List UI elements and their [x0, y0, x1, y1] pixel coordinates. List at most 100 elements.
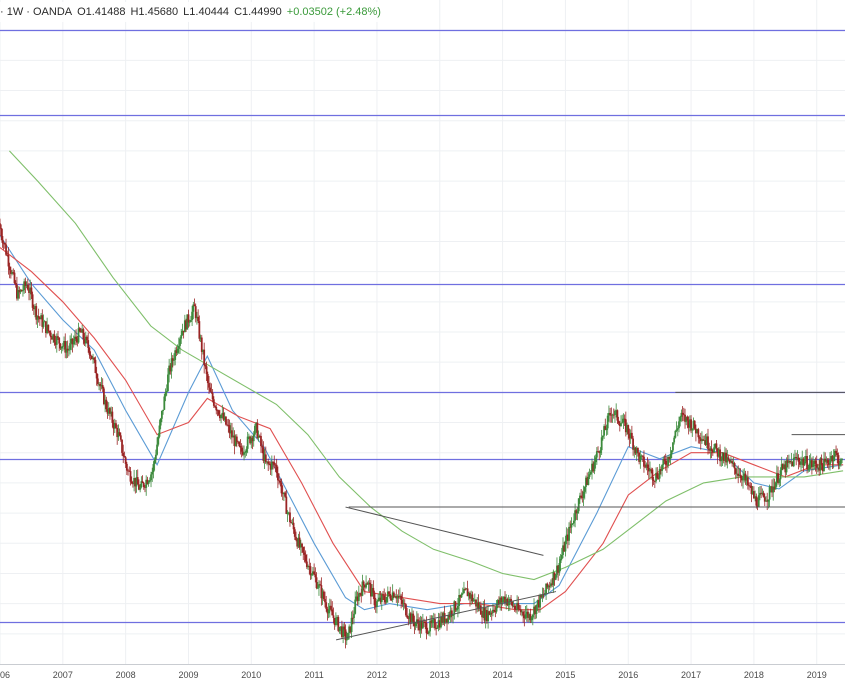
candle-body: [680, 412, 683, 417]
candle-body: [379, 597, 382, 603]
candle-body: [720, 459, 723, 462]
candle-body: [806, 456, 808, 470]
candle-body: [437, 620, 440, 628]
candle-body: [175, 350, 178, 353]
candle-body: [225, 416, 227, 425]
candle-body: [839, 459, 842, 464]
candle-body: [763, 497, 766, 502]
candle-body: [678, 421, 680, 429]
candle-body: [94, 359, 97, 374]
candle-body: [434, 619, 436, 629]
candle-body: [130, 481, 133, 484]
candle-body: [171, 358, 174, 361]
candle-body: [295, 536, 297, 541]
candle-body: [472, 600, 475, 602]
candle-body: [289, 512, 291, 523]
candle-body: [127, 470, 129, 472]
candle-body: [198, 321, 201, 339]
candle-body: [415, 619, 418, 623]
candle-body: [507, 602, 510, 606]
candle-body: [841, 459, 844, 461]
candle-body: [460, 594, 463, 598]
candle-body: [35, 306, 38, 320]
candle-body: [14, 283, 17, 285]
candle-body: [670, 450, 673, 455]
candle-body: [761, 492, 764, 494]
candle-body: [530, 617, 533, 621]
candle-body: [789, 460, 792, 463]
candle-body: [378, 597, 381, 600]
candle-body: [798, 461, 801, 465]
candle-body: [465, 588, 468, 590]
candle-body: [661, 464, 663, 471]
candle-body: [54, 342, 57, 345]
candle-body: [453, 601, 456, 615]
candle-body: [117, 432, 120, 438]
candle-body: [730, 461, 732, 463]
candle-body: [214, 405, 216, 407]
candle-body: [301, 543, 303, 548]
candle-body: [626, 425, 628, 433]
candle-body: [647, 467, 650, 472]
candle-body: [657, 477, 660, 479]
candle-body: [659, 469, 662, 471]
candle-body: [43, 321, 46, 323]
candle-body: [695, 428, 697, 434]
candle-body: [334, 617, 337, 625]
candle-body: [36, 316, 39, 320]
candle-body: [819, 458, 822, 471]
candle-body: [693, 420, 696, 429]
candle-body: [237, 441, 239, 443]
candle-body: [837, 455, 840, 466]
candle-body: [426, 633, 429, 634]
moving-average-line: [0, 235, 844, 611]
candle-body: [800, 461, 802, 465]
candle-body: [588, 474, 591, 477]
candle-body: [605, 428, 608, 431]
candle-body: [395, 596, 398, 599]
trendline-drawings: [336, 391, 845, 641]
candle-body: [250, 437, 253, 444]
candle-body: [255, 422, 258, 426]
candle-body: [353, 613, 355, 619]
candle-body: [829, 459, 831, 465]
candle-body: [475, 599, 477, 607]
candle-body: [293, 529, 296, 537]
candle-body: [88, 347, 91, 355]
candle-body: [601, 435, 604, 438]
candle-body: [167, 374, 169, 392]
candle-body: [345, 639, 348, 641]
candle-body: [484, 610, 487, 621]
candle-body: [577, 498, 580, 512]
candle-body: [128, 470, 131, 472]
candle-body: [749, 485, 752, 487]
candle-body: [402, 603, 405, 605]
candle-body: [93, 357, 96, 360]
candle-body: [830, 456, 833, 460]
candle-body: [424, 621, 427, 624]
candle-body: [521, 611, 523, 613]
candle-body: [385, 596, 388, 603]
candle-body: [280, 482, 283, 494]
candle-body: [8, 266, 11, 271]
candle-body: [81, 329, 84, 333]
candle-body: [818, 467, 821, 471]
candle-body: [292, 522, 295, 530]
candle-body: [150, 474, 152, 481]
candle-body: [612, 414, 615, 416]
candle-body: [146, 479, 149, 484]
candle-body: [162, 409, 165, 411]
candle-body: [125, 463, 128, 471]
candle-body: [211, 392, 214, 400]
candle-body: [610, 414, 613, 416]
candle-body: [131, 483, 134, 485]
candle-body: [765, 500, 767, 502]
candle-body: [557, 565, 560, 573]
candle-body: [618, 423, 621, 426]
candle-body: [754, 496, 757, 499]
candle-body: [109, 408, 111, 414]
candle-body: [366, 583, 369, 585]
candle-body: [238, 442, 241, 446]
candle-body: [25, 284, 28, 286]
